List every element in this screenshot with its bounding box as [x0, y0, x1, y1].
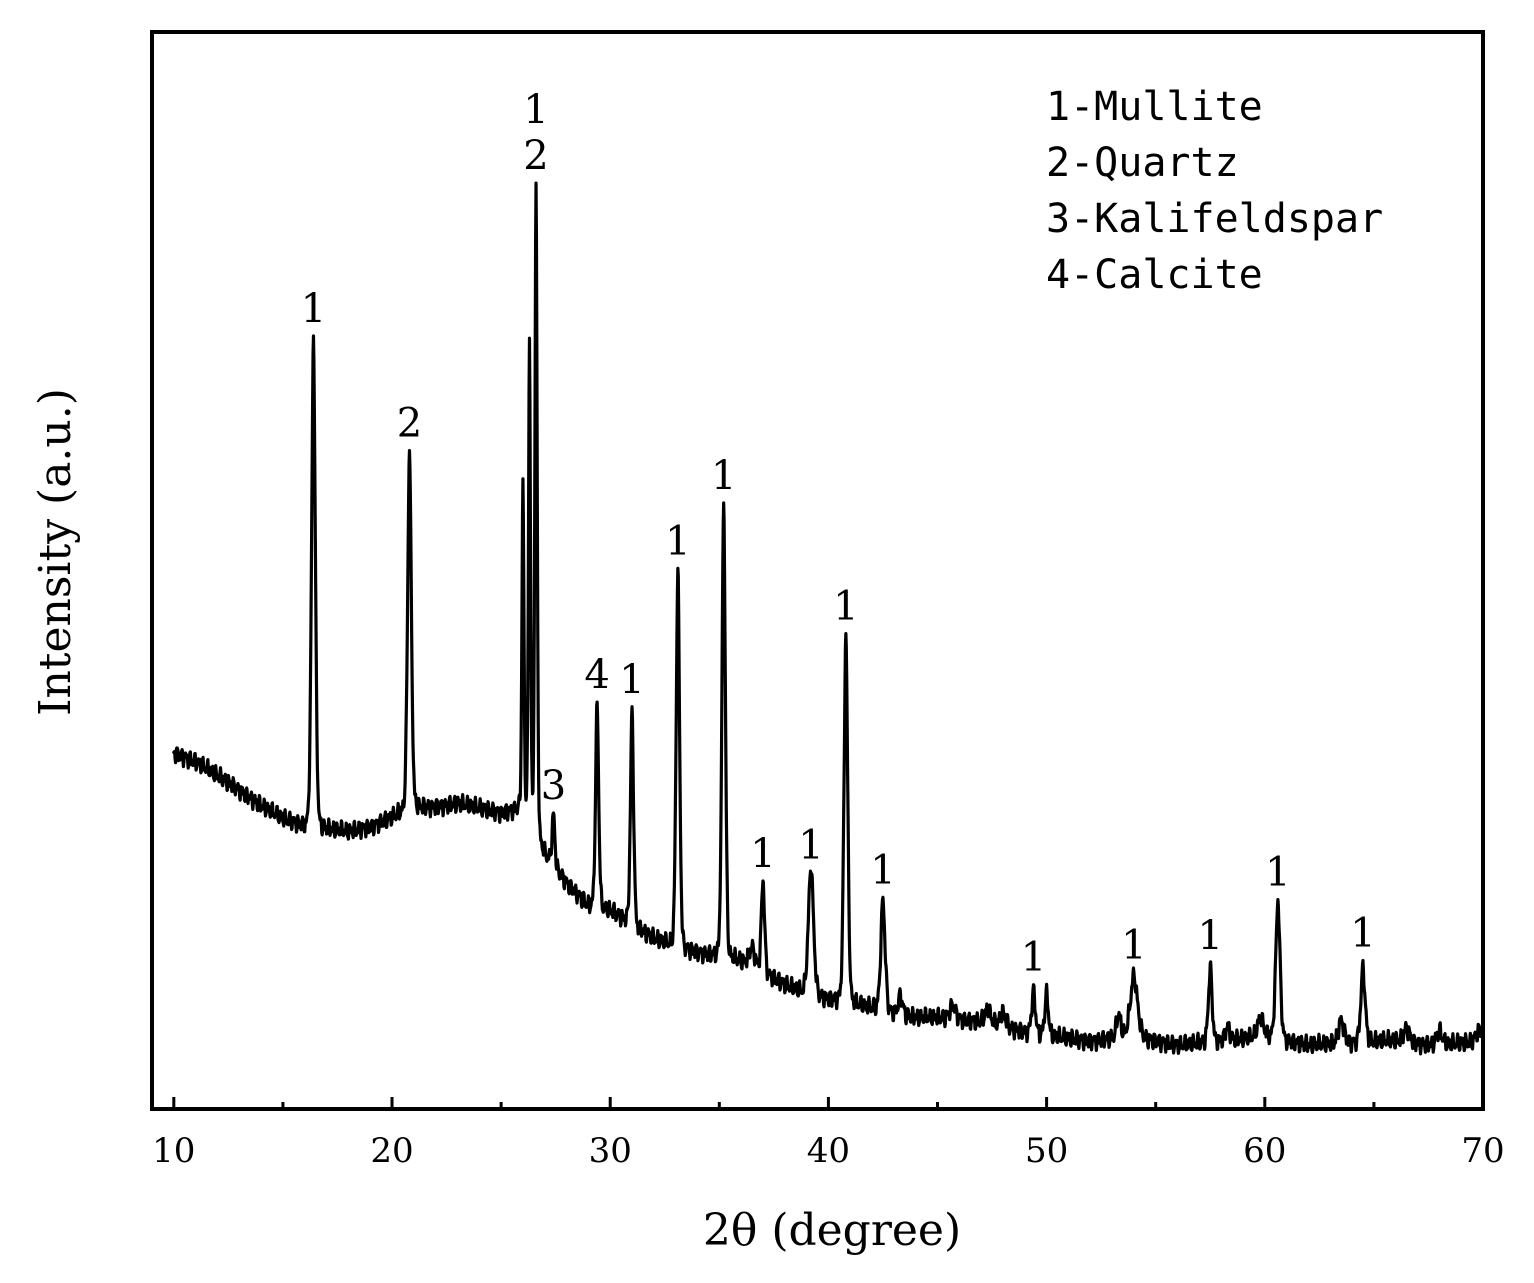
legend-entry: 4-Calcite — [1046, 252, 1263, 298]
peak-label: 1 — [1350, 910, 1375, 956]
legend: 1-Mullite 2-Quartz 3-Kalifeldspar 4-Calcite — [1046, 84, 1383, 298]
plot-frame — [150, 30, 1485, 1111]
x-tick-label: 30 — [589, 1131, 632, 1171]
peak-label: 3 — [541, 763, 566, 809]
x-tick-label: 10 — [152, 1131, 195, 1171]
x-axis-title: 2θ (degree) — [703, 1205, 961, 1256]
x-axis-tick-labels: 10 20 30 40 50 60 70 — [152, 1131, 1504, 1171]
peak-label: 1 — [750, 831, 775, 877]
peak-label: 1 — [1121, 922, 1146, 968]
peak-label: 1 — [301, 286, 326, 332]
peak-label: 1 — [798, 823, 823, 869]
peak-label: 1 — [1265, 850, 1290, 896]
legend-entry: 2-Quartz — [1046, 140, 1239, 186]
x-tick-label: 40 — [807, 1131, 850, 1171]
x-tick-label: 20 — [370, 1131, 413, 1171]
series-line — [172, 181, 1483, 1056]
peak-label: 1 — [523, 87, 548, 133]
peak-label: 4 — [584, 652, 609, 698]
peak-label: 2 — [523, 133, 548, 179]
peak-label: 1 — [619, 657, 644, 703]
peak-label: 1 — [665, 518, 690, 564]
peak-label: 1 — [833, 584, 858, 630]
peak-label: 1 — [870, 847, 895, 893]
peak-label: 1 — [711, 453, 736, 499]
legend-entry: 1-Mullite — [1046, 84, 1263, 130]
y-axis-title: Intensity (a.u.) — [30, 388, 81, 716]
legend-entry: 3-Kalifeldspar — [1046, 196, 1383, 242]
x-tick-label: 50 — [1025, 1131, 1068, 1171]
peak-label: 2 — [397, 401, 422, 447]
x-tick-label: 70 — [1461, 1131, 1504, 1171]
peak-label: 1 — [1198, 913, 1223, 959]
x-tick-label: 60 — [1243, 1131, 1286, 1171]
peak-label: 1 — [1021, 935, 1046, 981]
